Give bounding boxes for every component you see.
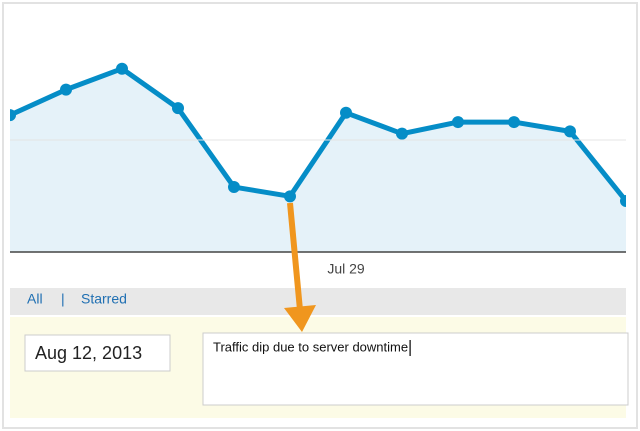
note-textarea[interactable]	[202, 332, 629, 406]
point	[284, 190, 296, 203]
point	[452, 116, 464, 129]
note-text: Traffic dip due to server downtime	[213, 339, 408, 354]
point	[620, 194, 626, 207]
tab-bar	[10, 288, 626, 315]
plot-area	[10, 62, 626, 252]
point	[508, 116, 520, 129]
tab-separator: |	[61, 291, 65, 307]
point	[340, 106, 352, 119]
tab-all[interactable]: All	[27, 291, 43, 307]
area	[10, 68, 626, 252]
date-input[interactable]	[24, 334, 171, 372]
tab-starred[interactable]: Starred	[81, 291, 127, 307]
point	[396, 127, 408, 140]
point	[60, 83, 72, 96]
point	[10, 109, 16, 122]
point	[172, 102, 184, 115]
date-text: Aug 12, 2013	[35, 343, 142, 363]
x-tick-label: Jul 29	[327, 261, 365, 277]
point	[564, 125, 576, 138]
point	[228, 181, 240, 194]
point	[116, 62, 128, 75]
arrow	[284, 202, 316, 332]
line	[10, 66, 626, 203]
